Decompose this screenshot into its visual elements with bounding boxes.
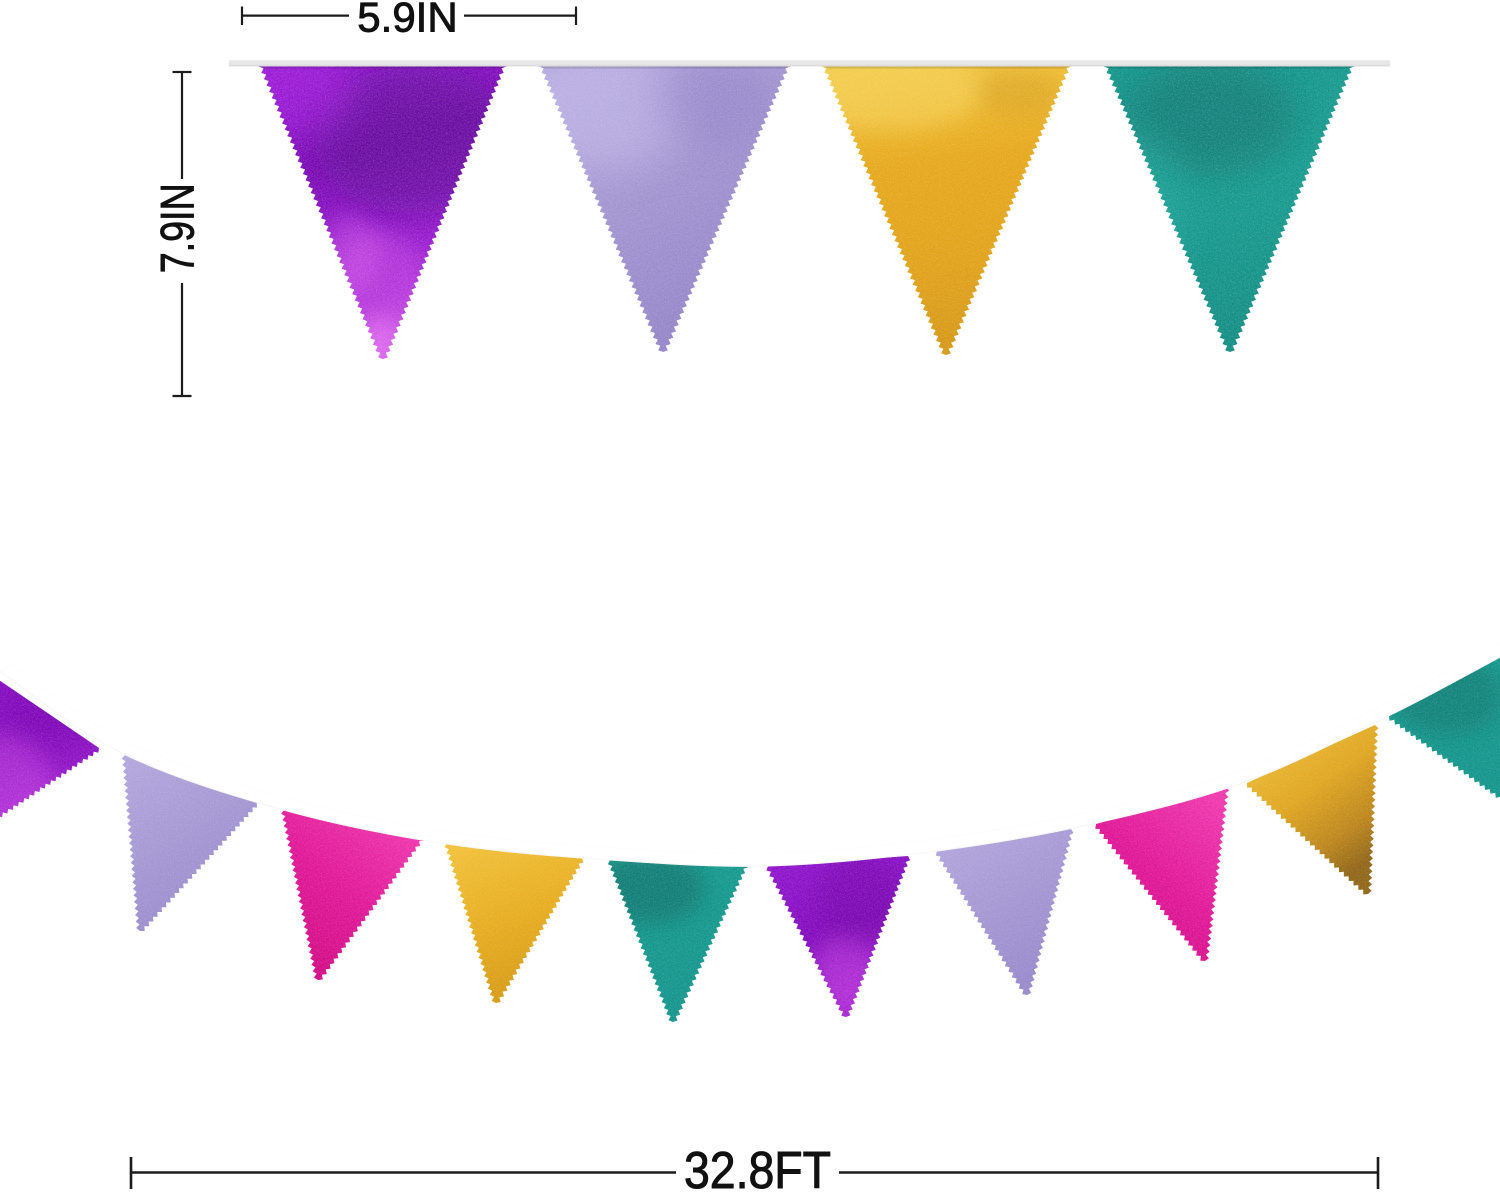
svg-text:32.8FT: 32.8FT (684, 1142, 831, 1195)
svg-text:7.9IN: 7.9IN (151, 183, 204, 273)
svg-text:5.9IN: 5.9IN (357, 0, 457, 41)
